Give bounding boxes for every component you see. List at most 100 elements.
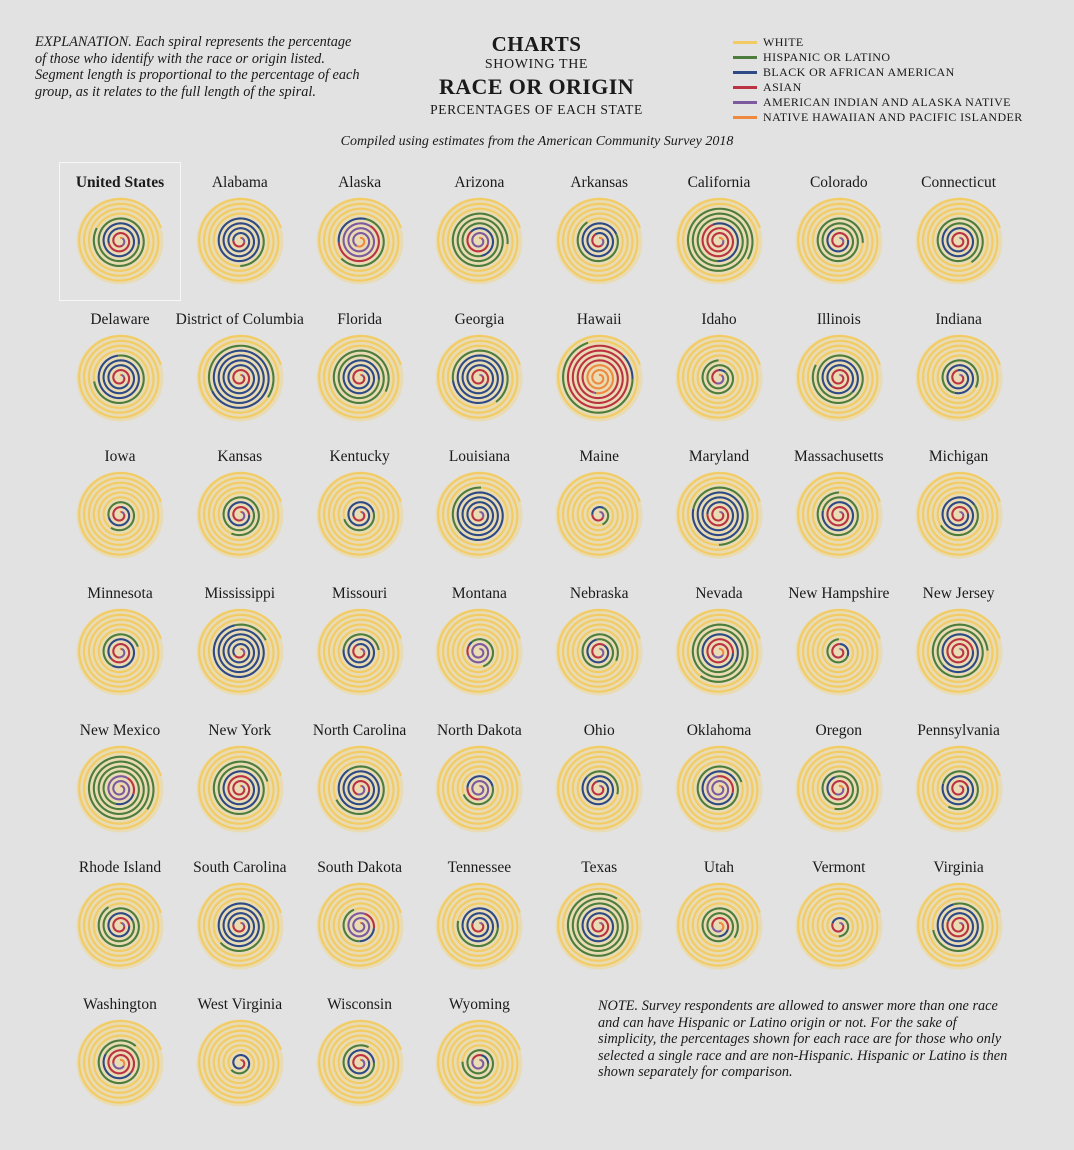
state-chart-nevada: Nevada bbox=[659, 574, 779, 711]
spiral-segment-black-or-african-american bbox=[481, 1054, 490, 1064]
spiral-segment-black-or-african-american bbox=[452, 354, 505, 405]
spiral-chart bbox=[196, 334, 284, 422]
spiral-chart bbox=[316, 608, 404, 696]
legend-item-hispanic: HISPANIC OR LATINO bbox=[733, 50, 1023, 65]
spiral-segment-hispanic-or-latino bbox=[342, 633, 380, 651]
spiral-segment-american-indian-and-alaska-native bbox=[721, 239, 725, 246]
state-name: Utah bbox=[703, 859, 735, 876]
spiral-segment-hispanic-or-latino bbox=[821, 770, 859, 811]
legend-swatch bbox=[733, 101, 757, 104]
spiral-segment-asian bbox=[112, 506, 126, 522]
spiral-chart bbox=[435, 334, 523, 422]
subtitle: Compiled using estimates from the Americ… bbox=[340, 134, 734, 149]
state-name: Florida bbox=[337, 311, 382, 328]
spiral-segment-white bbox=[197, 471, 282, 556]
state-name: South Carolina bbox=[193, 859, 287, 876]
spiral-segment-asian bbox=[471, 369, 490, 385]
state-chart-indiana: Indiana bbox=[899, 300, 1019, 437]
spiral-segment-white bbox=[796, 608, 881, 693]
state-name: Indiana bbox=[935, 311, 982, 328]
spiral-segment-hispanic-or-latino bbox=[941, 770, 979, 811]
spiral-segment-white bbox=[796, 882, 881, 967]
spiral-segment-black-or-african-american bbox=[107, 506, 131, 527]
spiral-segment-white bbox=[78, 608, 162, 693]
spiral-chart bbox=[915, 608, 1003, 696]
spiral-segment-white bbox=[78, 197, 162, 282]
state-name: Wisconsin bbox=[327, 996, 392, 1013]
spiral-segment-asian bbox=[351, 644, 365, 659]
state-chart-colorado: Colorado bbox=[779, 163, 899, 300]
state-chart-new-jersey: New Jersey bbox=[899, 574, 1019, 711]
note-lead: NOTE. bbox=[598, 998, 639, 1014]
state-chart-missouri: Missouri bbox=[300, 574, 420, 711]
spiral-segment-asian bbox=[107, 232, 131, 253]
spiral-chart bbox=[196, 197, 284, 285]
spiral-segment-american-indian-and-alaska-native bbox=[107, 775, 131, 801]
spiral-segment-asian bbox=[706, 506, 730, 527]
spiral-segment-hispanic-or-latino bbox=[816, 491, 859, 537]
spiral-segment-black-or-african-american bbox=[718, 929, 729, 938]
spiral-segment-white bbox=[916, 882, 1001, 967]
spiral-segment-american-indian-and-alaska-native bbox=[480, 921, 484, 925]
state-chart-wisconsin: Wisconsin bbox=[300, 985, 420, 1122]
spiral-segment-american-indian-and-alaska-native bbox=[839, 921, 844, 926]
spiral-segment-black-or-african-american bbox=[218, 770, 260, 811]
state-name: Mississippi bbox=[204, 585, 276, 602]
spiral-segment-asian bbox=[950, 232, 969, 251]
spiral-segment-white bbox=[437, 608, 522, 693]
spiral-segment-american-indian-and-alaska-native bbox=[959, 510, 964, 517]
spiral-chart bbox=[555, 882, 643, 970]
spiral-segment-hispanic-or-latino bbox=[332, 349, 390, 405]
spiral-segment-asian bbox=[826, 506, 849, 527]
spiral-segment-hispanic-or-latino bbox=[452, 212, 510, 268]
spiral-segment-white bbox=[317, 471, 402, 556]
spiral-segment-american-indian-and-alaska-native bbox=[839, 510, 843, 514]
spiral-segment-american-indian-and-alaska-native bbox=[360, 510, 364, 514]
spiral-chart bbox=[795, 882, 883, 970]
state-chart-washington: Washington bbox=[60, 985, 180, 1122]
spiral-segment-black-or-african-american bbox=[941, 227, 974, 258]
spiral-segment-asian bbox=[829, 780, 849, 801]
state-chart-oregon: Oregon bbox=[779, 711, 899, 848]
spiral-segment-white bbox=[677, 882, 761, 967]
spiral-segment-white bbox=[197, 1019, 282, 1104]
spiral-chart bbox=[435, 608, 523, 696]
spiral-segment-black-or-african-american bbox=[115, 793, 135, 806]
state-chart-arkansas: Arkansas bbox=[539, 163, 659, 300]
state-name: Hawaii bbox=[576, 311, 622, 328]
title-line-2: SHOWING THE bbox=[484, 57, 589, 72]
state-name: Idaho bbox=[701, 311, 737, 328]
spiral-chart bbox=[915, 745, 1003, 833]
legend-swatch bbox=[733, 116, 757, 119]
spiral-chart bbox=[555, 197, 643, 285]
state-chart-virginia: Virginia bbox=[899, 848, 1019, 985]
spiral-segment-white bbox=[437, 745, 522, 830]
state-name: Delaware bbox=[90, 311, 150, 328]
state-name: West Virginia bbox=[197, 996, 283, 1013]
spiral-segment-asian bbox=[232, 240, 246, 248]
state-name: Texas bbox=[581, 859, 618, 876]
spiral-segment-white bbox=[437, 334, 522, 419]
spiral-segment-american-indian-and-alaska-native bbox=[240, 647, 246, 654]
spiral-chart bbox=[316, 882, 404, 970]
spiral-segment-hispanic-or-latino bbox=[576, 221, 620, 263]
spiral-chart bbox=[555, 608, 643, 696]
spiral-segment-hispanic-or-latino bbox=[342, 1044, 375, 1080]
spiral-segment-hispanic-or-latino bbox=[461, 1049, 495, 1080]
spiral-segment-hispanic-or-latino bbox=[696, 765, 743, 811]
spiral-segment-white bbox=[916, 471, 1001, 556]
spiral-segment-hispanic-or-latino bbox=[87, 755, 155, 820]
spiral-segment-hispanic-or-latino bbox=[452, 349, 510, 403]
state-chart-michigan: Michigan bbox=[899, 437, 1019, 574]
spiral-segment-hispanic-or-latino bbox=[838, 918, 849, 938]
spiral-chart bbox=[795, 471, 883, 559]
state-name: District of Columbia bbox=[175, 311, 304, 328]
spiral-chart bbox=[675, 745, 763, 833]
legend-label: AMERICAN INDIAN AND ALASKA NATIVE bbox=[763, 95, 1011, 109]
spiral-segment-american-indian-and-alaska-native bbox=[480, 373, 484, 377]
state-chart-connecticut: Connecticut bbox=[899, 163, 1019, 300]
spiral-segment-american-indian-and-alaska-native bbox=[593, 391, 597, 395]
spiral-chart bbox=[555, 471, 643, 559]
state-chart-texas: Texas bbox=[539, 848, 659, 985]
spiral-segment-black-or-african-american bbox=[461, 907, 500, 943]
